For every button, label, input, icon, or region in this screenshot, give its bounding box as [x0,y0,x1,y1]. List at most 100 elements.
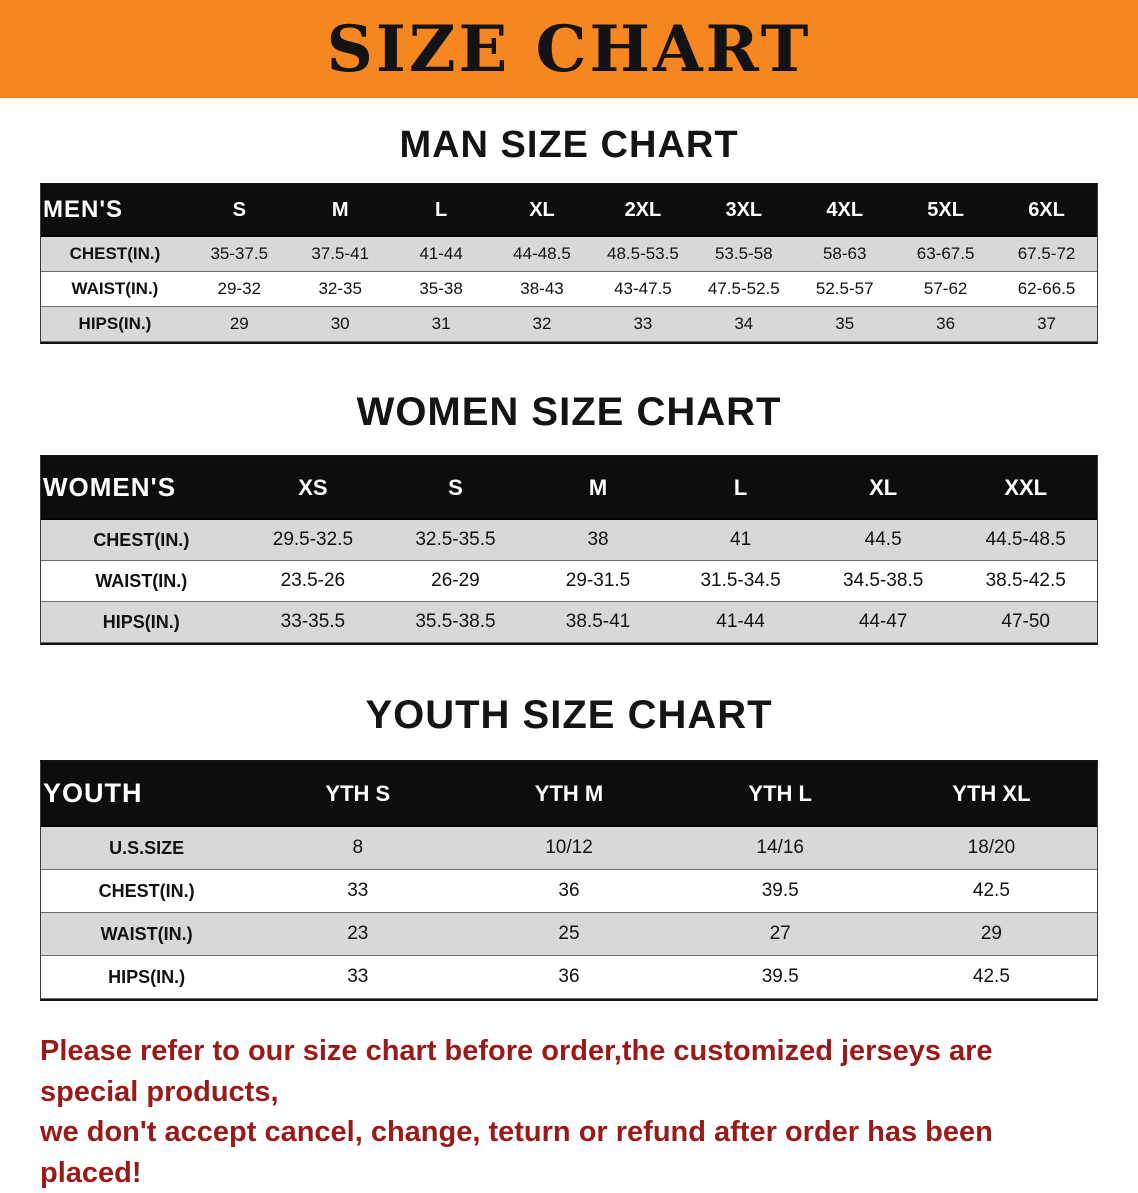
value-cell: 30 [289,306,391,342]
table-header-row: WOMEN'S XS S M L XL XXL [41,457,1097,520]
column-header: S [384,457,527,520]
value-cell: 39.5 [674,869,886,913]
row-label: HIPS(IN.) [41,955,253,999]
youth-section-title: YOUTH SIZE CHART [365,693,773,737]
value-cell: 34.5-38.5 [811,560,955,602]
table-row: HIPS(IN.) 33-35.5 35.5-38.5 38.5-41 41-44 44-… [41,601,1097,643]
value-cell: 38.5-42.5 [954,560,1097,602]
column-header: 3XL [693,185,795,237]
value-cell: 38.5-41 [526,601,670,643]
value-cell: 63-67.5 [895,236,997,272]
value-cell: 39.5 [674,955,886,999]
value-cell: 36 [463,869,675,913]
value-cell: 47.5-52.5 [693,271,795,307]
table-row: WAIST(IN.) 23 25 27 29 [41,912,1097,956]
row-label: CHEST(IN.) [41,236,189,272]
women-size-section: WOMEN SIZE CHART WOMEN'S XS S M L XL XXL CHEST(… [0,390,1138,645]
value-cell: 34 [693,306,795,342]
column-header: M [289,185,391,237]
men-section-title: MAN SIZE CHART [399,124,739,166]
page-title: SIZE CHART [326,11,812,87]
youth-size-table: YOUTH YTH S YTH M YTH L YTH XL U.S.SIZE 8 10/12… [40,760,1098,1001]
value-cell: 41-44 [390,236,492,272]
table-corner-label: YOUTH [41,762,253,827]
value-cell: 23 [252,912,464,956]
value-cell: 10/12 [463,826,675,870]
value-cell: 23.5-26 [241,560,385,602]
table-row: U.S.SIZE 8 10/12 14/16 18/20 [41,826,1097,870]
value-cell: 36 [463,955,675,999]
value-cell: 44-48.5 [491,236,593,272]
column-header: YTH M [463,762,675,827]
row-label: WAIST(IN.) [41,271,189,307]
table-row: HIPS(IN.) 29 30 31 32 33 34 35 36 37 [41,306,1097,342]
value-cell: 18/20 [885,826,1097,870]
value-cell: 43-47.5 [592,271,694,307]
column-header: 6XL [996,185,1097,237]
banner: SIZE CHART [0,0,1138,98]
table-header-row: YOUTH YTH S YTH M YTH L YTH XL [41,762,1097,827]
column-header: XL [811,457,955,520]
value-cell: 33-35.5 [241,601,385,643]
value-cell: 33 [252,955,464,999]
row-label: CHEST(IN.) [41,519,242,561]
value-cell: 37 [996,306,1097,342]
value-cell: 26-29 [384,560,527,602]
value-cell: 31 [390,306,492,342]
column-header: YTH XL [885,762,1097,827]
column-header: 5XL [895,185,997,237]
value-cell: 52.5-57 [794,271,896,307]
table-header-row: MEN'S S M L XL 2XL 3XL 4XL 5XL 6XL [41,185,1097,237]
table-row: CHEST(IN.) 35-37.5 37.5-41 41-44 44-48.5 48.5… [41,236,1097,272]
men-size-table: MEN'S S M L XL 2XL 3XL 4XL 5XL 6XL CHEST(IN.) 35-37… [40,183,1098,344]
value-cell: 35.5-38.5 [384,601,527,643]
notice-line-1: Please refer to our size chart before or… [40,1035,993,1108]
value-cell: 32-35 [289,271,391,307]
column-header: YTH S [252,762,464,827]
row-label: WAIST(IN.) [41,912,253,956]
value-cell: 35-37.5 [188,236,290,272]
column-header: XL [491,185,593,237]
table-row: CHEST(IN.) 29.5-32.5 32.5-35.5 38 41 44.5 44.5… [41,519,1097,561]
value-cell: 44.5 [811,519,955,561]
column-header: L [669,457,812,520]
women-section-title: WOMEN SIZE CHART [356,390,782,434]
size-table: YOUTH YTH S YTH M YTH L YTH XL U.S.SIZE 8 10/12… [41,762,1097,999]
value-cell: 25 [463,912,675,956]
column-header: XXL [954,457,1097,520]
men-size-section: MAN SIZE CHART MEN'S S M L XL 2XL 3XL 4XL 5XL 6XL… [0,124,1138,344]
table-row: WAIST(IN.) 23.5-26 26-29 29-31.5 31.5-34.5 34… [41,560,1097,602]
row-label: U.S.SIZE [41,826,253,870]
table-corner-label: MEN'S [41,185,189,237]
column-header: YTH L [674,762,886,827]
value-cell: 32 [491,306,593,342]
value-cell: 29 [885,912,1097,956]
value-cell: 32.5-35.5 [384,519,527,561]
value-cell: 29.5-32.5 [241,519,385,561]
table-row: HIPS(IN.) 33 36 39.5 42.5 [41,955,1097,999]
value-cell: 44.5-48.5 [954,519,1097,561]
row-label: HIPS(IN.) [41,306,189,342]
value-cell: 27 [674,912,886,956]
table-corner-label: WOMEN'S [41,457,242,520]
notice-line-2: we don't accept cancel, change, teturn o… [40,1116,993,1189]
value-cell: 41 [669,519,812,561]
value-cell: 38 [526,519,670,561]
youth-size-section: YOUTH SIZE CHART YOUTH YTH S YTH M YTH L YTH… [0,693,1138,1001]
value-cell: 33 [252,869,464,913]
value-cell: 35-38 [390,271,492,307]
value-cell: 42.5 [885,869,1097,913]
value-cell: 38-43 [491,271,593,307]
column-header: M [526,457,670,520]
value-cell: 44-47 [811,601,955,643]
value-cell: 36 [895,306,997,342]
women-size-table: WOMEN'S XS S M L XL XXL CHEST(IN.) 29.5-32.5 32.5… [40,455,1098,645]
value-cell: 57-62 [895,271,997,307]
column-header: 4XL [794,185,896,237]
value-cell: 41-44 [669,601,812,643]
value-cell: 29 [188,306,290,342]
column-header: XS [241,457,385,520]
value-cell: 47-50 [954,601,1097,643]
value-cell: 62-66.5 [996,271,1097,307]
